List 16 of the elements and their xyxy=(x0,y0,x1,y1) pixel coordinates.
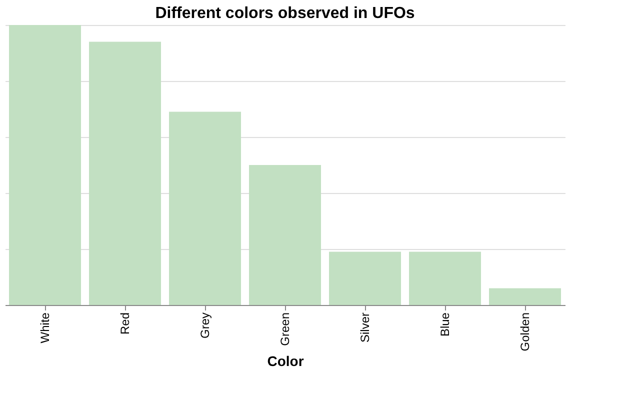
x-tick-label: Grey xyxy=(198,312,212,339)
x-tick-label: Red xyxy=(118,312,132,335)
bar xyxy=(489,288,561,305)
bar xyxy=(249,165,321,305)
x-tick-label: Golden xyxy=(518,312,532,352)
bar xyxy=(9,25,81,305)
chart-title: Different colors observed in UFOs xyxy=(155,5,415,22)
x-tick-label: Silver xyxy=(358,312,372,343)
bar xyxy=(329,252,401,305)
bar xyxy=(89,42,161,305)
x-tick-label: Green xyxy=(278,312,292,346)
x-tick-label: White xyxy=(38,312,52,344)
x-tick-label: Blue xyxy=(438,312,452,337)
bar xyxy=(169,112,241,305)
x-axis-title: Color xyxy=(267,353,304,370)
bar xyxy=(409,252,481,305)
